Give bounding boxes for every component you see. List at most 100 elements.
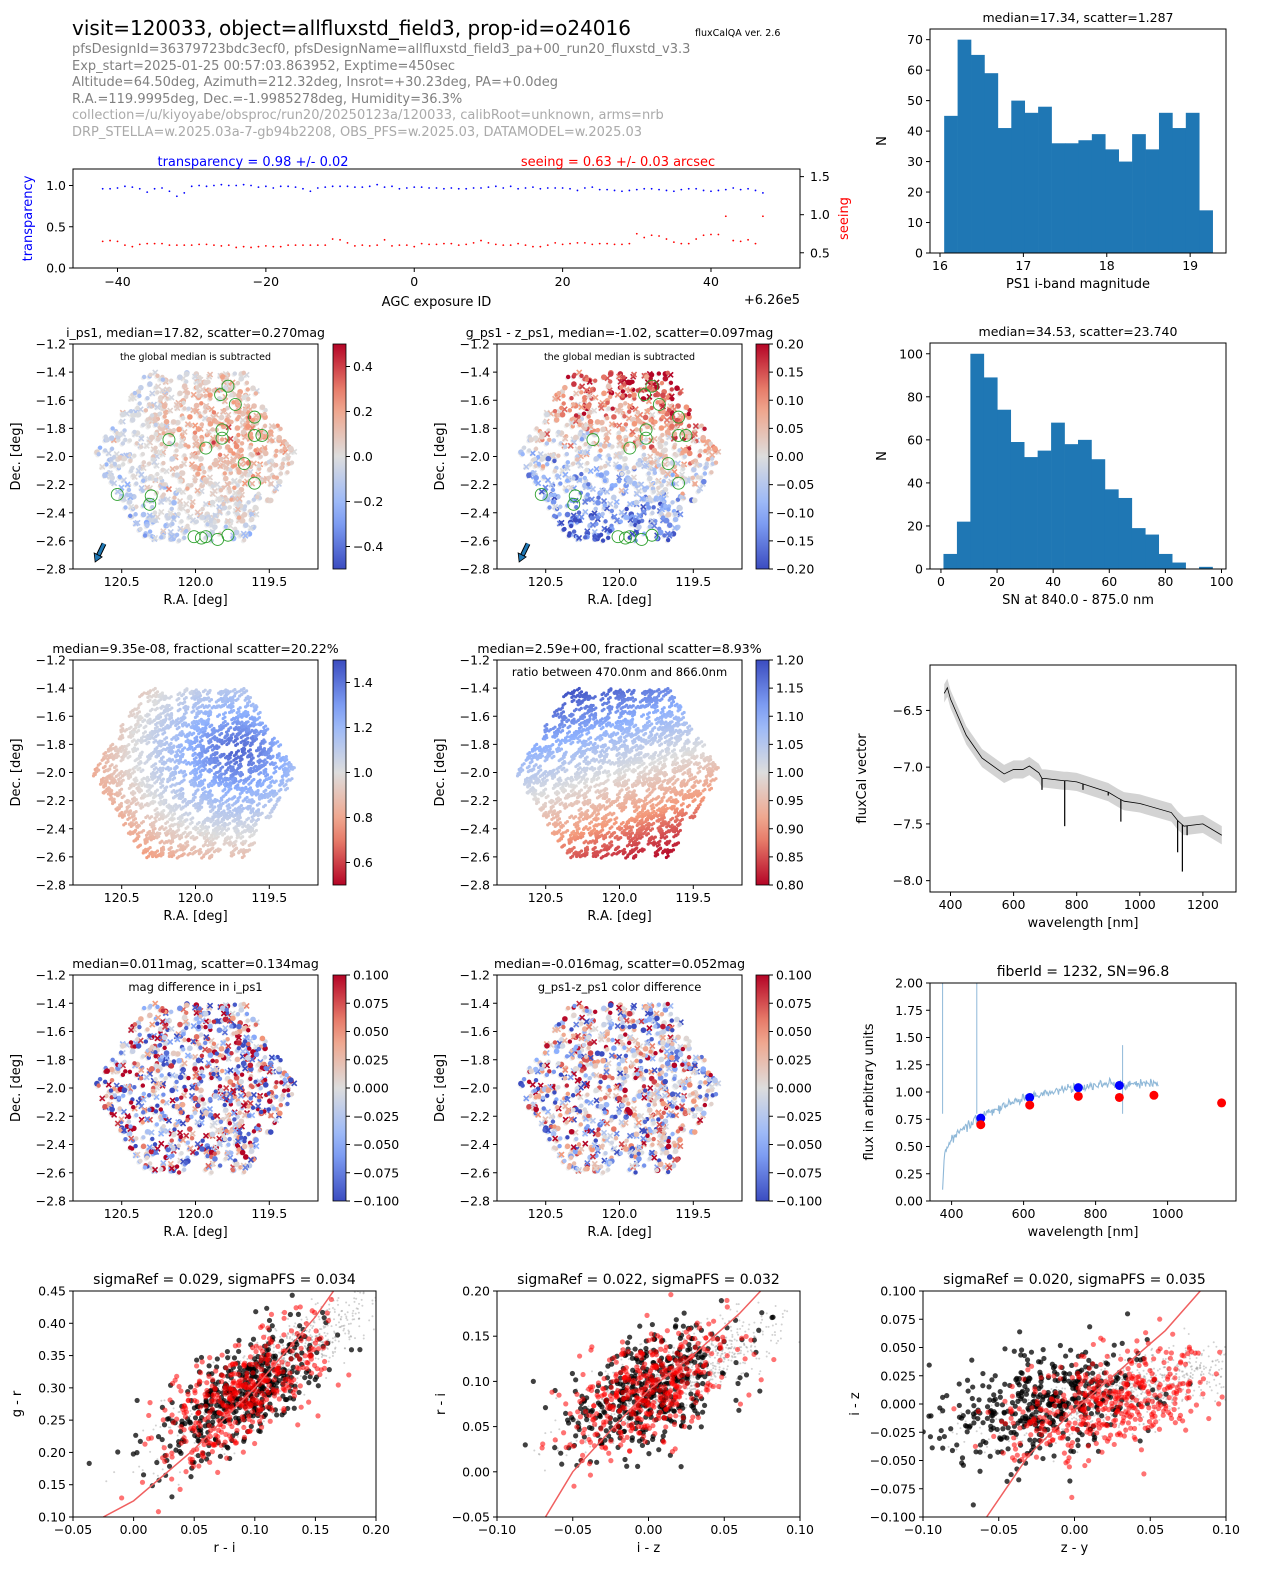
map-point xyxy=(224,496,229,502)
map-point xyxy=(271,474,277,480)
map-point xyxy=(187,494,193,501)
histogram-bar xyxy=(1091,459,1106,569)
map-point xyxy=(616,478,622,484)
y-tick-label: 40 xyxy=(907,124,923,139)
map-point xyxy=(155,373,160,378)
colorbar xyxy=(332,343,347,570)
seeing-point xyxy=(116,240,119,243)
map-point xyxy=(211,440,216,445)
map-point xyxy=(610,444,615,449)
map-point xyxy=(232,485,237,490)
histogram-bar xyxy=(944,115,958,253)
map-point xyxy=(701,478,707,485)
seeing-point xyxy=(635,232,638,235)
seeing-point xyxy=(702,234,705,237)
meta-line: DRP_STELLA=w.2025.03a-7-gb94b2208, OBS_P… xyxy=(72,124,643,140)
transparency-point xyxy=(628,189,631,192)
map-point xyxy=(620,389,626,394)
x-axis-label: SN at 840.0 - 875.0 nm xyxy=(1002,593,1154,608)
map-point xyxy=(618,454,623,460)
map-point xyxy=(641,445,647,450)
map-point xyxy=(189,483,194,488)
histogram-bar xyxy=(997,128,1012,253)
map-point xyxy=(223,524,229,529)
map-point xyxy=(157,411,163,416)
seeing-point xyxy=(198,243,201,246)
transparency-point xyxy=(762,192,764,194)
map-point xyxy=(224,418,229,423)
histogram-bar xyxy=(1078,140,1093,253)
map-point xyxy=(240,429,247,435)
map-point xyxy=(616,434,622,441)
colorbar-tick-label: −0.15 xyxy=(776,533,814,548)
map-point xyxy=(284,441,289,446)
seeing-point xyxy=(294,244,297,247)
seeing-point xyxy=(391,245,393,247)
map-point xyxy=(665,537,671,543)
transparency-point xyxy=(569,187,571,190)
x-tick-label: 100 xyxy=(1210,574,1234,589)
chart-annotation: the global median is subtracted xyxy=(120,352,271,363)
histogram-bar xyxy=(1064,444,1079,569)
histogram-bar xyxy=(943,553,958,569)
seeing-point xyxy=(124,244,126,247)
seeing-point xyxy=(739,240,742,243)
map-point xyxy=(655,400,660,405)
map-point xyxy=(703,448,708,454)
histogram-bar xyxy=(1104,489,1119,569)
map-point xyxy=(200,465,205,471)
colorbar-tick-label: 0.00 xyxy=(776,449,804,464)
transparency-point xyxy=(754,189,757,192)
transparency-point xyxy=(420,186,423,189)
transparency-point xyxy=(650,187,653,190)
map-point xyxy=(194,519,199,524)
map-point xyxy=(547,505,552,510)
map-point xyxy=(245,423,251,430)
transparency-point xyxy=(324,186,327,189)
map-point xyxy=(140,488,145,493)
map-point xyxy=(247,415,252,420)
transparency-point xyxy=(213,184,215,187)
map-point xyxy=(584,377,590,382)
seeing-point xyxy=(175,244,178,247)
transparency-point xyxy=(539,187,542,190)
histogram-bar xyxy=(1105,149,1119,253)
seeing-point xyxy=(724,215,727,218)
map-point xyxy=(238,375,245,382)
map-point xyxy=(662,375,669,382)
seeing-point xyxy=(502,244,505,247)
map-point xyxy=(174,442,179,447)
map-point xyxy=(533,475,539,481)
map-point xyxy=(616,430,622,435)
map-point xyxy=(616,464,623,470)
map-point xyxy=(638,420,644,425)
transparency-point xyxy=(398,187,401,190)
map-point xyxy=(222,471,227,476)
map-point xyxy=(683,404,690,410)
histogram-bar xyxy=(1199,566,1213,569)
map-point xyxy=(227,505,232,510)
map-point xyxy=(174,472,181,478)
map-point xyxy=(619,471,625,477)
map-point xyxy=(706,446,711,451)
map-point xyxy=(594,419,601,425)
map-point xyxy=(657,529,664,536)
map-point xyxy=(674,385,680,391)
map-point xyxy=(134,504,139,509)
y-tick-label: 10 xyxy=(907,215,923,230)
axes-frame xyxy=(929,28,1227,254)
map-point xyxy=(147,402,152,407)
map-point xyxy=(562,384,568,391)
map-point xyxy=(241,511,248,518)
map-point xyxy=(656,371,662,376)
histogram-bar xyxy=(984,73,999,253)
y-tick-label: −2.6 xyxy=(460,533,490,548)
map-point xyxy=(212,524,218,530)
y-tick-label: −2.4 xyxy=(460,505,490,520)
map-point xyxy=(160,377,166,382)
map-point xyxy=(670,472,675,478)
histogram-bar xyxy=(1024,112,1039,253)
transparency-point xyxy=(465,187,468,190)
map-point xyxy=(690,475,696,481)
seeing-point xyxy=(227,244,230,247)
